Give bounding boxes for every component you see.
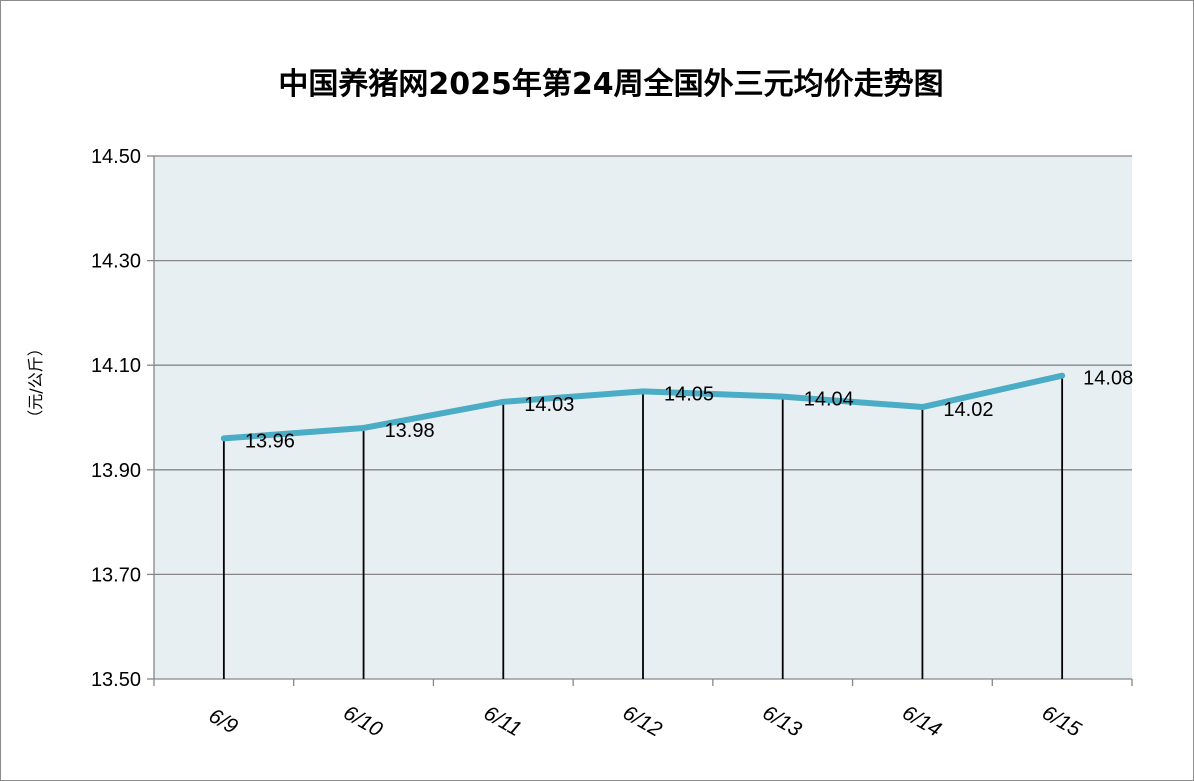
y-tick-label: 14.50 (91, 146, 141, 168)
series-line-group (220, 372, 1066, 442)
y-tick-label: 13.90 (91, 460, 141, 482)
drop-lines (222, 375, 1064, 679)
y-axis-ticks: 13.50 13.70 13.90 14.10 14.30 14.50 (91, 146, 154, 691)
x-tick-label: 6/11 (480, 702, 526, 742)
data-label: 13.98 (385, 420, 435, 442)
x-tick-label: 6/15 (1038, 701, 1085, 742)
x-tick-label: 6/13 (759, 701, 806, 742)
data-label: 14.05 (664, 383, 714, 405)
data-label: 13.96 (245, 430, 295, 452)
data-label: 14.02 (943, 399, 993, 421)
x-tick-label: 6/12 (619, 701, 666, 742)
data-label: 14.03 (524, 394, 574, 416)
x-tick-label: 6/14 (898, 701, 945, 741)
x-tick-label: 6/9 (205, 704, 242, 739)
series-line (220, 372, 1066, 442)
data-label: 14.08 (1083, 368, 1133, 390)
x-tick-label: 6/10 (339, 701, 386, 742)
y-tick-label: 13.50 (91, 669, 141, 691)
y-axis-label: （元/公斤） (26, 340, 45, 425)
chart-title: 中国养猪网2025年第24周全国外三元均价走势图 (278, 67, 943, 102)
y-tick-label: 13.70 (91, 564, 141, 586)
data-labels: 13.96 13.98 14.03 14.05 14.04 14.02 14.08 (245, 368, 1133, 453)
y-tick-label: 14.30 (91, 251, 141, 273)
y-tick-label: 14.10 (91, 355, 141, 377)
x-axis-ticks: 6/9 6/10 6/11 6/12 6/13 6/14 6/15 (153, 679, 1133, 742)
data-label: 14.04 (804, 389, 854, 411)
